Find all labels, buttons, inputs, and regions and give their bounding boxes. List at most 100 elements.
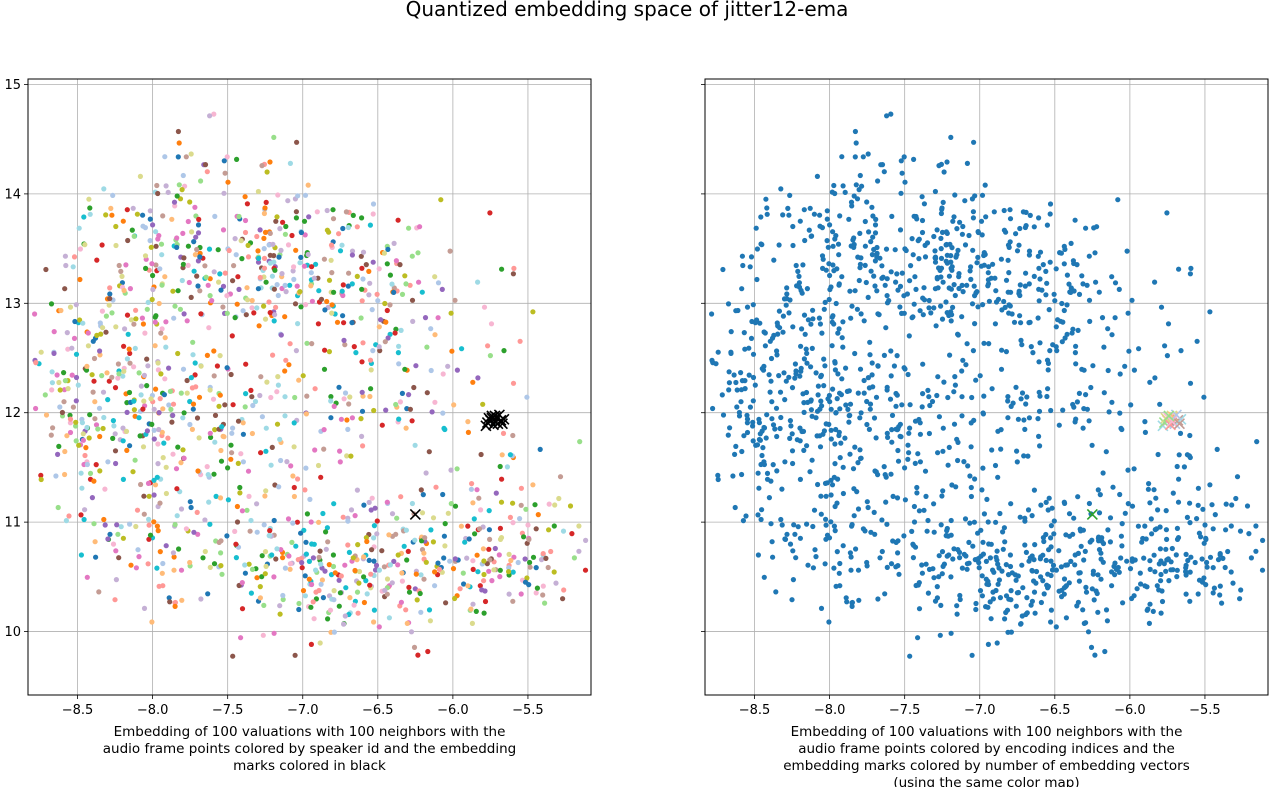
data-point <box>853 546 859 552</box>
data-point <box>792 375 798 381</box>
data-point <box>784 296 790 302</box>
data-point <box>346 549 352 556</box>
data-point <box>1095 609 1101 615</box>
data-point <box>518 591 524 597</box>
data-point <box>866 426 873 432</box>
data-point <box>935 450 941 456</box>
data-point <box>135 547 141 553</box>
data-point <box>857 447 863 453</box>
data-point <box>941 379 947 385</box>
data-point <box>254 305 260 311</box>
data-point <box>363 578 369 584</box>
data-point <box>848 315 854 321</box>
data-point <box>272 312 278 318</box>
data-point <box>192 252 198 258</box>
data-point <box>296 600 302 607</box>
data-point <box>986 341 992 347</box>
data-point <box>150 286 156 293</box>
data-point <box>344 453 350 459</box>
data-point <box>346 401 352 407</box>
data-point <box>435 280 442 286</box>
data-point <box>818 605 825 612</box>
data-point <box>282 314 288 320</box>
data-point <box>835 330 841 336</box>
data-point <box>162 335 168 341</box>
data-point <box>286 362 292 368</box>
data-point <box>1031 273 1037 279</box>
data-point <box>84 424 90 431</box>
data-point <box>340 292 346 299</box>
x-tick-label: −7.0 <box>287 703 319 718</box>
data-point <box>1253 548 1259 554</box>
data-point <box>871 246 877 253</box>
data-point <box>473 608 479 615</box>
data-point <box>1083 392 1089 398</box>
data-point <box>86 196 92 202</box>
data-point <box>317 548 323 554</box>
data-point <box>1203 582 1209 588</box>
data-point <box>172 603 178 610</box>
data-point <box>157 500 163 506</box>
data-point <box>198 363 204 369</box>
data-point <box>810 307 816 313</box>
data-point <box>931 305 937 311</box>
data-point <box>772 426 778 432</box>
data-point <box>748 335 755 341</box>
data-point <box>733 379 739 386</box>
data-point <box>267 528 273 534</box>
data-point <box>813 370 819 376</box>
data-point <box>339 288 345 294</box>
data-point <box>126 389 133 396</box>
data-point <box>257 584 263 590</box>
data-point <box>116 371 122 377</box>
data-point <box>992 321 999 327</box>
data-point <box>726 387 732 393</box>
data-point <box>376 624 382 630</box>
data-point <box>510 598 516 604</box>
data-point <box>1017 313 1023 319</box>
data-point <box>829 482 836 488</box>
data-point <box>51 350 57 356</box>
data-point <box>944 310 950 316</box>
data-point <box>897 304 903 310</box>
data-point <box>1147 601 1153 607</box>
data-point <box>1044 222 1050 228</box>
data-point <box>815 383 822 389</box>
data-point <box>1203 536 1209 543</box>
data-point <box>256 323 262 329</box>
data-point <box>283 357 289 363</box>
data-point <box>509 500 516 506</box>
data-point <box>361 554 367 560</box>
data-point <box>1064 302 1070 308</box>
data-point <box>1019 342 1025 348</box>
data-point <box>888 561 895 567</box>
data-point <box>872 468 878 474</box>
data-point <box>308 270 314 276</box>
data-point <box>271 630 277 636</box>
data-point <box>998 427 1004 433</box>
data-point <box>1176 266 1182 272</box>
data-point <box>1020 209 1026 215</box>
data-point <box>325 539 331 545</box>
data-point <box>1074 262 1080 268</box>
data-point <box>322 568 328 574</box>
data-point <box>313 567 319 573</box>
data-point <box>1169 545 1175 552</box>
data-point <box>1244 503 1251 509</box>
data-point <box>263 199 269 205</box>
data-point <box>304 511 310 517</box>
data-point <box>822 363 828 369</box>
data-point <box>831 182 837 189</box>
data-point <box>92 539 98 545</box>
data-point <box>847 288 853 294</box>
data-point <box>73 438 79 444</box>
data-point <box>801 207 807 213</box>
data-point <box>296 606 302 613</box>
data-point <box>856 597 862 603</box>
data-point <box>1080 425 1086 431</box>
data-point <box>879 263 885 269</box>
data-point <box>1046 495 1052 501</box>
data-point <box>87 211 93 217</box>
data-point <box>267 159 273 165</box>
data-point <box>97 320 103 326</box>
